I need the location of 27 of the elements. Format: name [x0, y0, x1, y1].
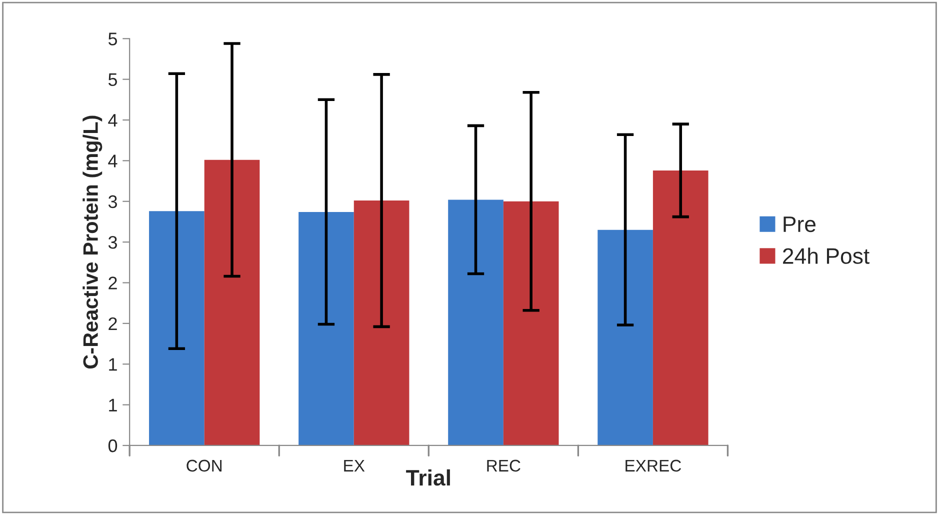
y-tick-label: 1	[109, 358, 117, 371]
y-tick-label: 1	[109, 398, 117, 412]
x-tick-label: EX	[344, 460, 365, 472]
y-tick-label: 0	[108, 439, 118, 452]
bar	[204, 160, 260, 446]
bar	[652, 170, 708, 446]
y-tick-label: 3	[108, 236, 117, 249]
y-axis-title: C-Reactive Protein (mg/L)	[82, 116, 102, 369]
x-tick-label: CON	[186, 460, 222, 472]
legend-label: 24h Post	[783, 248, 870, 264]
y-tick-label: 5	[108, 73, 118, 86]
bar	[503, 201, 559, 446]
x-axis-title: Trial	[406, 469, 450, 486]
bar	[354, 200, 410, 446]
x-tick-label: REC	[487, 460, 520, 472]
bar	[298, 212, 354, 446]
bar	[598, 230, 653, 446]
y-tick-label: 4	[108, 114, 118, 127]
bar	[448, 200, 504, 446]
y-tick-label: 4	[108, 154, 118, 168]
y-tick-label: 2	[108, 276, 117, 290]
legend-label: Pre	[784, 216, 816, 232]
bar	[149, 211, 204, 446]
y-tick-label: 2	[108, 317, 117, 330]
y-tick-label: 3	[108, 195, 117, 208]
x-tick-label: EXREC	[626, 460, 682, 472]
y-tick-label: 5	[108, 32, 118, 46]
